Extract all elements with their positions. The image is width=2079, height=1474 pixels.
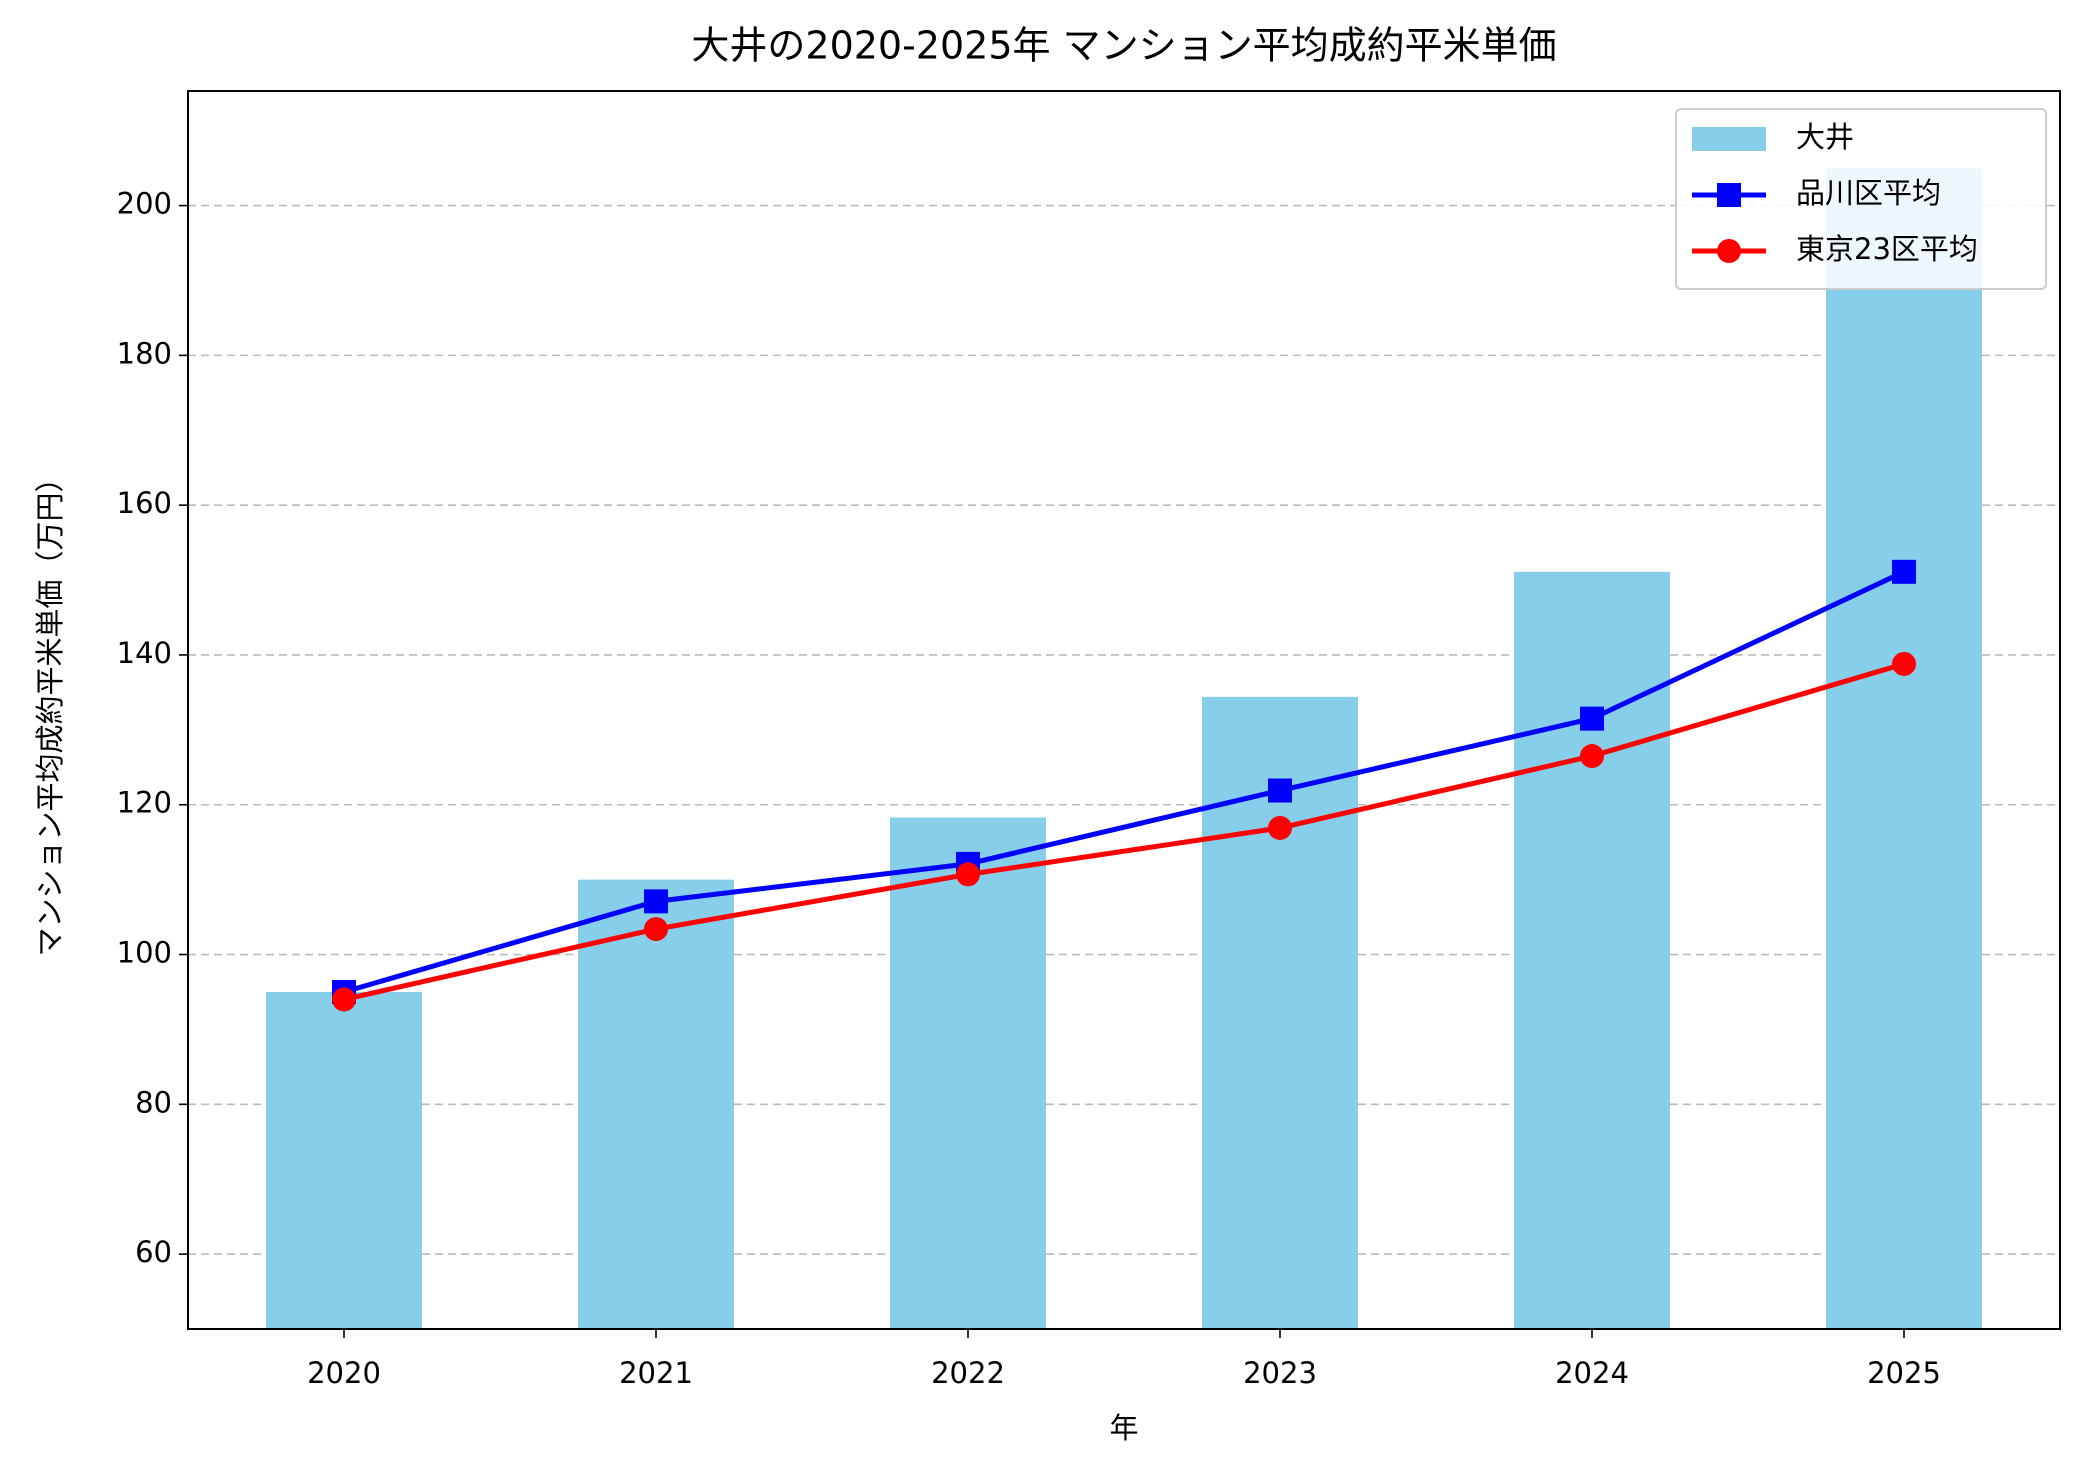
marker	[1892, 651, 1916, 676]
legend-label: 大井	[1796, 120, 1854, 154]
legend-marker	[1717, 239, 1741, 263]
marker	[956, 862, 980, 887]
y-tick-label: 140	[117, 636, 172, 670]
x-tick-label: 2022	[931, 1356, 1005, 1390]
y-tick-label: 180	[117, 336, 172, 370]
x-tick-label: 2023	[1243, 1356, 1317, 1390]
y-tick-label: 60	[135, 1235, 172, 1269]
bar	[578, 879, 734, 1329]
bar	[890, 817, 1046, 1329]
chart-title: 大井の2020-2025年 マンション平均成約平米単価	[691, 24, 1556, 68]
bar	[266, 991, 422, 1329]
y-tick-label: 160	[117, 486, 172, 520]
plot-frame	[187, 90, 2061, 1330]
y-tick-label: 80	[135, 1085, 172, 1119]
x-tick-label: 2024	[1555, 1356, 1629, 1390]
marker	[1580, 744, 1604, 769]
y-axis-label: マンション平均成約平米単価（万円）	[33, 463, 67, 956]
marker	[1580, 706, 1604, 731]
legend-box	[1675, 108, 2047, 290]
marker	[1268, 778, 1292, 803]
x-tick-label: 2025	[1867, 1356, 1941, 1390]
marker	[332, 987, 356, 1012]
marker	[1892, 559, 1916, 584]
legend-label: 品川区平均	[1796, 176, 1941, 210]
x-tick-label: 2021	[619, 1356, 693, 1390]
bar	[1514, 571, 1670, 1329]
line	[343, 661, 1905, 1002]
y-tick-label: 100	[117, 936, 172, 970]
legend-marker	[1717, 183, 1741, 207]
x-axis-label: 年	[1109, 1411, 1138, 1445]
line	[343, 569, 1906, 995]
y-tick-label: 120	[117, 786, 172, 820]
marker	[644, 917, 668, 942]
legend-swatch	[1692, 127, 1766, 151]
x-tick-label: 2020	[307, 1356, 381, 1390]
bar	[1826, 168, 1982, 1329]
legend-label: 東京23区平均	[1796, 232, 1978, 266]
y-tick-label: 200	[117, 187, 172, 221]
marker	[1268, 815, 1292, 840]
marker	[644, 889, 668, 914]
